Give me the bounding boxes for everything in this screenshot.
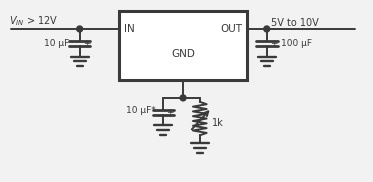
Text: 100 μF: 100 μF xyxy=(280,39,311,48)
Text: $V_{IN}$ > 12V: $V_{IN}$ > 12V xyxy=(9,14,58,28)
Text: 10 μF: 10 μF xyxy=(44,39,69,48)
Text: OUT: OUT xyxy=(220,24,242,34)
Text: IN: IN xyxy=(124,24,135,34)
Text: +: + xyxy=(270,39,277,48)
Text: +: + xyxy=(166,108,174,117)
Circle shape xyxy=(77,26,82,32)
Text: GND: GND xyxy=(171,49,195,59)
Text: 5V to 10V: 5V to 10V xyxy=(271,18,319,28)
Circle shape xyxy=(180,95,186,101)
Bar xyxy=(119,11,247,80)
Text: 10 μF*: 10 μF* xyxy=(126,106,156,115)
Circle shape xyxy=(264,26,270,32)
Text: +: + xyxy=(82,39,90,48)
Text: 1k: 1k xyxy=(211,118,223,128)
